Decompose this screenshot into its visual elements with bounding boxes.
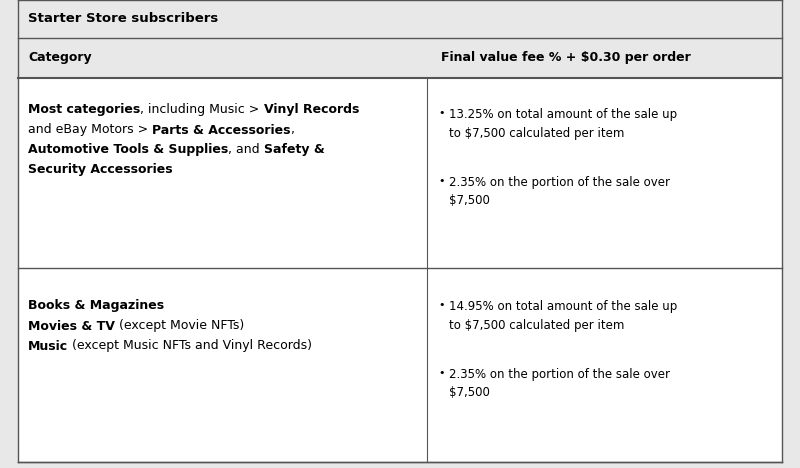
Text: 2.35% on the portion of the sale over
$7,500: 2.35% on the portion of the sale over $7… xyxy=(449,368,670,400)
Bar xyxy=(18,78,782,268)
Text: •: • xyxy=(438,368,446,378)
Text: ,: , xyxy=(290,124,294,137)
Text: Security Accessories: Security Accessories xyxy=(28,163,173,176)
Text: (except Movie NFTs): (except Movie NFTs) xyxy=(115,320,244,332)
Text: •: • xyxy=(438,300,446,310)
Text: Most categories: Most categories xyxy=(28,103,140,117)
Text: •: • xyxy=(438,176,446,186)
Text: Books & Magazines: Books & Magazines xyxy=(28,300,164,313)
Text: Automotive Tools & Supplies: Automotive Tools & Supplies xyxy=(28,144,228,156)
Text: Final value fee % + $0.30 per order: Final value fee % + $0.30 per order xyxy=(441,51,690,65)
Text: 2.35% on the portion of the sale over
$7,500: 2.35% on the portion of the sale over $7… xyxy=(449,176,670,207)
Bar xyxy=(18,38,782,78)
Text: Starter Store subscribers: Starter Store subscribers xyxy=(28,13,218,25)
Text: 13.25% on total amount of the sale up
to $7,500 calculated per item: 13.25% on total amount of the sale up to… xyxy=(449,108,677,139)
Text: Music: Music xyxy=(28,339,68,352)
Text: , and: , and xyxy=(228,144,264,156)
Text: Safety &: Safety & xyxy=(264,144,325,156)
Text: and eBay Motors >: and eBay Motors > xyxy=(28,124,152,137)
Bar xyxy=(18,0,782,38)
Text: Vinyl Records: Vinyl Records xyxy=(263,103,359,117)
Text: Movies & TV: Movies & TV xyxy=(28,320,115,332)
Text: Category: Category xyxy=(28,51,92,65)
Text: (except Music NFTs and Vinyl Records): (except Music NFTs and Vinyl Records) xyxy=(68,339,312,352)
Bar xyxy=(18,268,782,462)
Text: 14.95% on total amount of the sale up
to $7,500 calculated per item: 14.95% on total amount of the sale up to… xyxy=(449,300,677,331)
Text: •: • xyxy=(438,108,446,118)
Text: Parts & Accessories: Parts & Accessories xyxy=(152,124,290,137)
Text: , including Music >: , including Music > xyxy=(140,103,263,117)
